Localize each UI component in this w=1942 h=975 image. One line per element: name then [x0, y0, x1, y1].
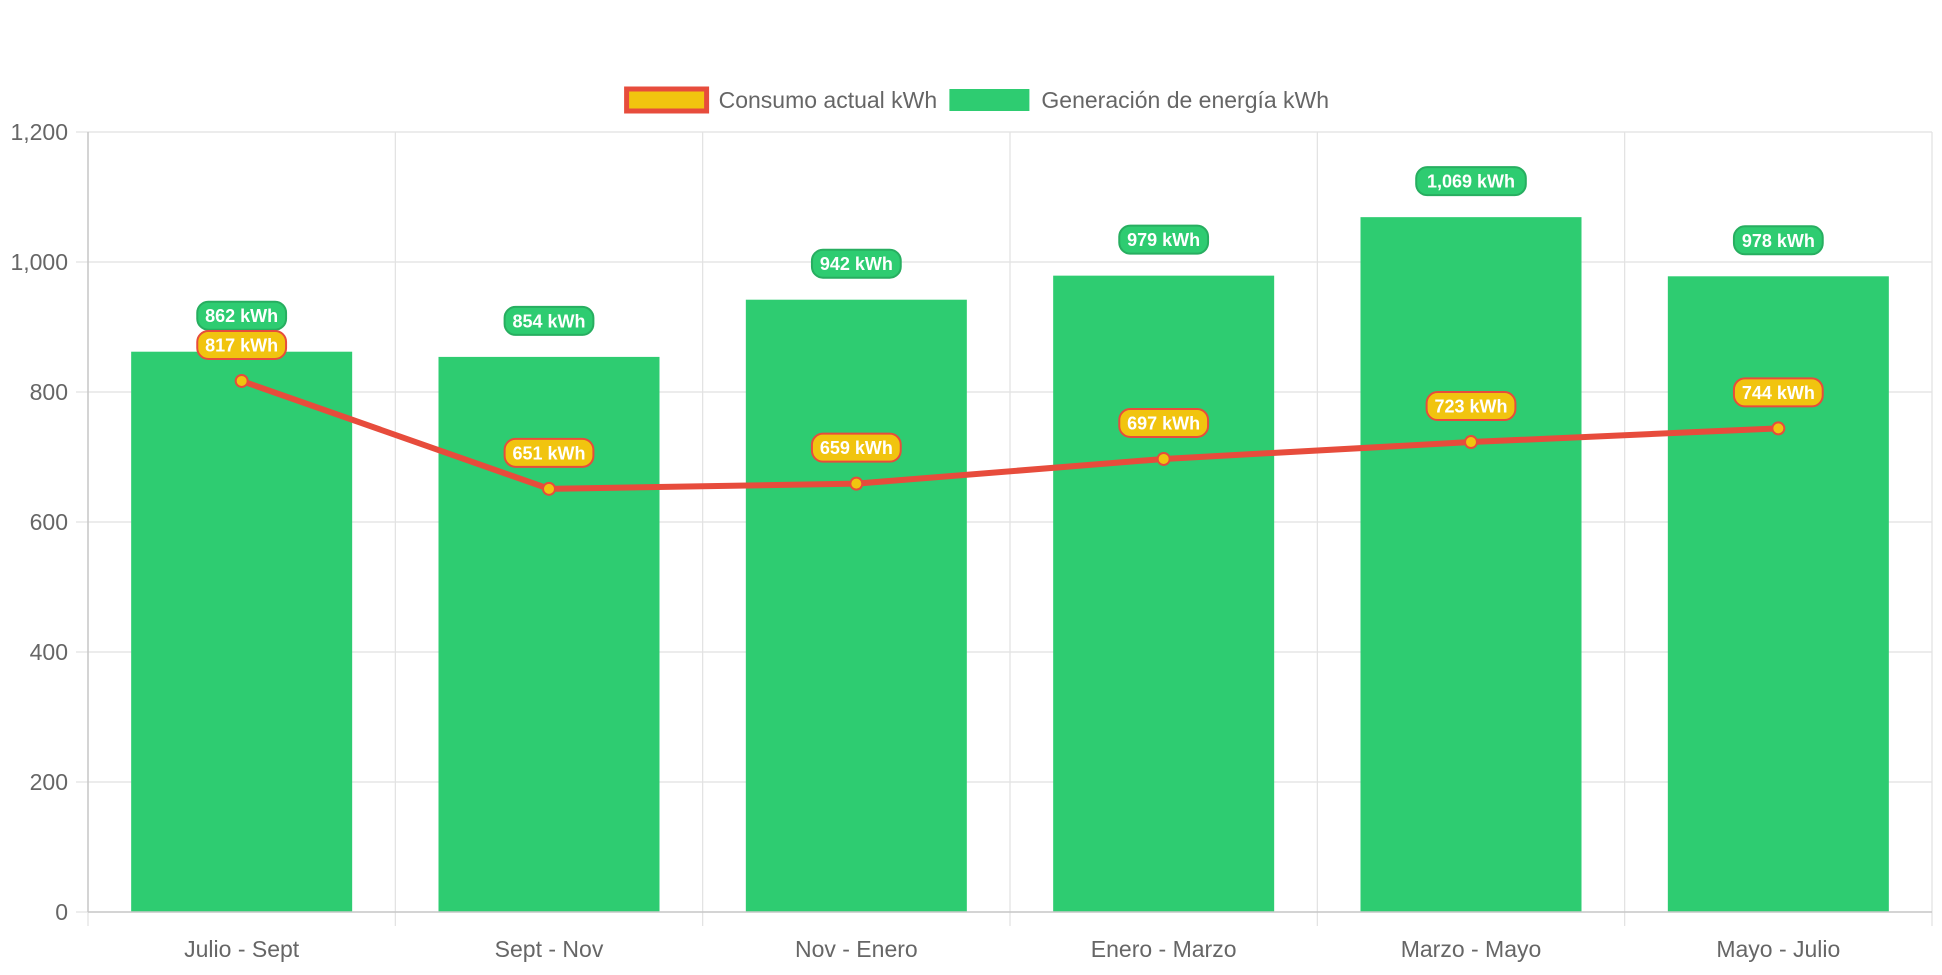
- generation-data-label: 979 kWh: [1118, 224, 1210, 255]
- generation-data-label: 1,069 kWh: [1415, 166, 1527, 197]
- consumption-point: [1771, 421, 1786, 436]
- x-tick-label: Marzo - Mayo: [1401, 936, 1542, 962]
- y-tick-label: 800: [30, 379, 68, 405]
- consumption-data-label-bg: [196, 329, 288, 360]
- consumption-data-label-text: 723 kWh: [1434, 397, 1507, 417]
- x-tick-label: Julio - Sept: [184, 936, 300, 962]
- consumption-line: [238, 377, 1782, 492]
- generation-data-label: 854 kWh: [503, 305, 595, 336]
- axes: 0 200 400 600 800 1,000 1,200 Julio - Sept Sept …: [10, 119, 1932, 962]
- consumption-data-label-bg: [503, 437, 595, 468]
- legend-item: Consumo actual kWh: [624, 86, 938, 114]
- consumption-data-label: 817 kWh: [196, 329, 288, 360]
- generation-data-label: 978 kWh: [1732, 225, 1824, 256]
- consumption-point: [234, 373, 249, 388]
- line-series: [234, 373, 1786, 496]
- generation-data-label-text: 1,069 kWh: [1427, 172, 1515, 192]
- legend-label: Consumo actual kWh: [719, 87, 938, 113]
- legend-label: Generación de energía kWh: [1041, 87, 1329, 113]
- consumption-data-label-text: 659 kWh: [820, 438, 893, 458]
- consumption-data-label: 651 kWh: [503, 437, 595, 468]
- consumption-data-label-text: 651 kWh: [512, 443, 585, 463]
- consumption-data-label-bg: [1425, 391, 1517, 422]
- consumption-point: [1156, 451, 1171, 466]
- consumption-data-label-text: 697 kWh: [1127, 413, 1200, 433]
- x-tick-label: Mayo - Julio: [1716, 936, 1840, 962]
- generation-data-label-text: 862 kWh: [205, 306, 278, 326]
- consumption-point: [1464, 435, 1478, 450]
- consumption-data-label-bg: [1732, 377, 1824, 408]
- legend-swatch-generation: [949, 89, 1030, 111]
- generation-data-label: 862 kWh: [196, 300, 288, 331]
- generation-data-label: 942 kWh: [810, 248, 902, 279]
- generation-data-label-bg: [1415, 166, 1527, 197]
- consumption-data-label-text: 744 kWh: [1742, 383, 1815, 403]
- y-tick-label: 200: [30, 769, 68, 795]
- generation-data-label-text: 978 kWh: [1742, 231, 1815, 251]
- generation-bar: [1360, 217, 1582, 912]
- generation-bar: [745, 299, 967, 912]
- generation-data-label-text: 854 kWh: [512, 311, 585, 331]
- consumption-data-label: 744 kWh: [1732, 377, 1824, 408]
- y-tick-label: 600: [30, 509, 68, 535]
- consumption-data-label: 723 kWh: [1425, 391, 1517, 422]
- generation-data-label-bg: [1732, 225, 1824, 256]
- generation-data-label-bg: [196, 300, 288, 331]
- generation-bar: [1053, 275, 1275, 912]
- legend: Consumo actual kWh Generación de energía …: [624, 86, 1329, 114]
- bar-series: [131, 217, 1889, 912]
- legend-item: Generación de energía kWh: [949, 87, 1329, 113]
- x-tick-label: Nov - Enero: [795, 936, 918, 962]
- generation-data-label-text: 942 kWh: [820, 254, 893, 274]
- y-tick-label: 1,200: [10, 119, 68, 145]
- y-tick-label: 1,000: [10, 249, 68, 275]
- consumption-data-label: 659 kWh: [810, 432, 902, 463]
- consumption-data-label-bg: [810, 432, 902, 463]
- generation-bar: [131, 351, 353, 912]
- grid: [76, 131, 1933, 926]
- generation-bar: [1667, 276, 1889, 912]
- consumption-point: [542, 481, 556, 496]
- consumption-point: [849, 476, 864, 491]
- generation-data-label-bg: [503, 305, 595, 336]
- y-tick-label: 0: [55, 899, 68, 925]
- consumption-data-label: 697 kWh: [1118, 407, 1210, 438]
- generation-data-label-bg: [810, 248, 902, 279]
- x-tick-label: Enero - Marzo: [1091, 936, 1237, 962]
- y-tick-label: 400: [30, 639, 68, 665]
- consumption-data-label-text: 817 kWh: [205, 335, 278, 355]
- x-tick-label: Sept - Nov: [495, 936, 604, 962]
- generation-data-label-text: 979 kWh: [1127, 230, 1200, 250]
- legend-swatch-consumption: [624, 86, 710, 114]
- generation-data-label-bg: [1118, 224, 1210, 255]
- consumption-data-label-bg: [1118, 407, 1210, 438]
- data-labels: 862 kWh 854 kWh 942 kWh 979 kWh 1,069 kWh 978…: [196, 166, 1824, 468]
